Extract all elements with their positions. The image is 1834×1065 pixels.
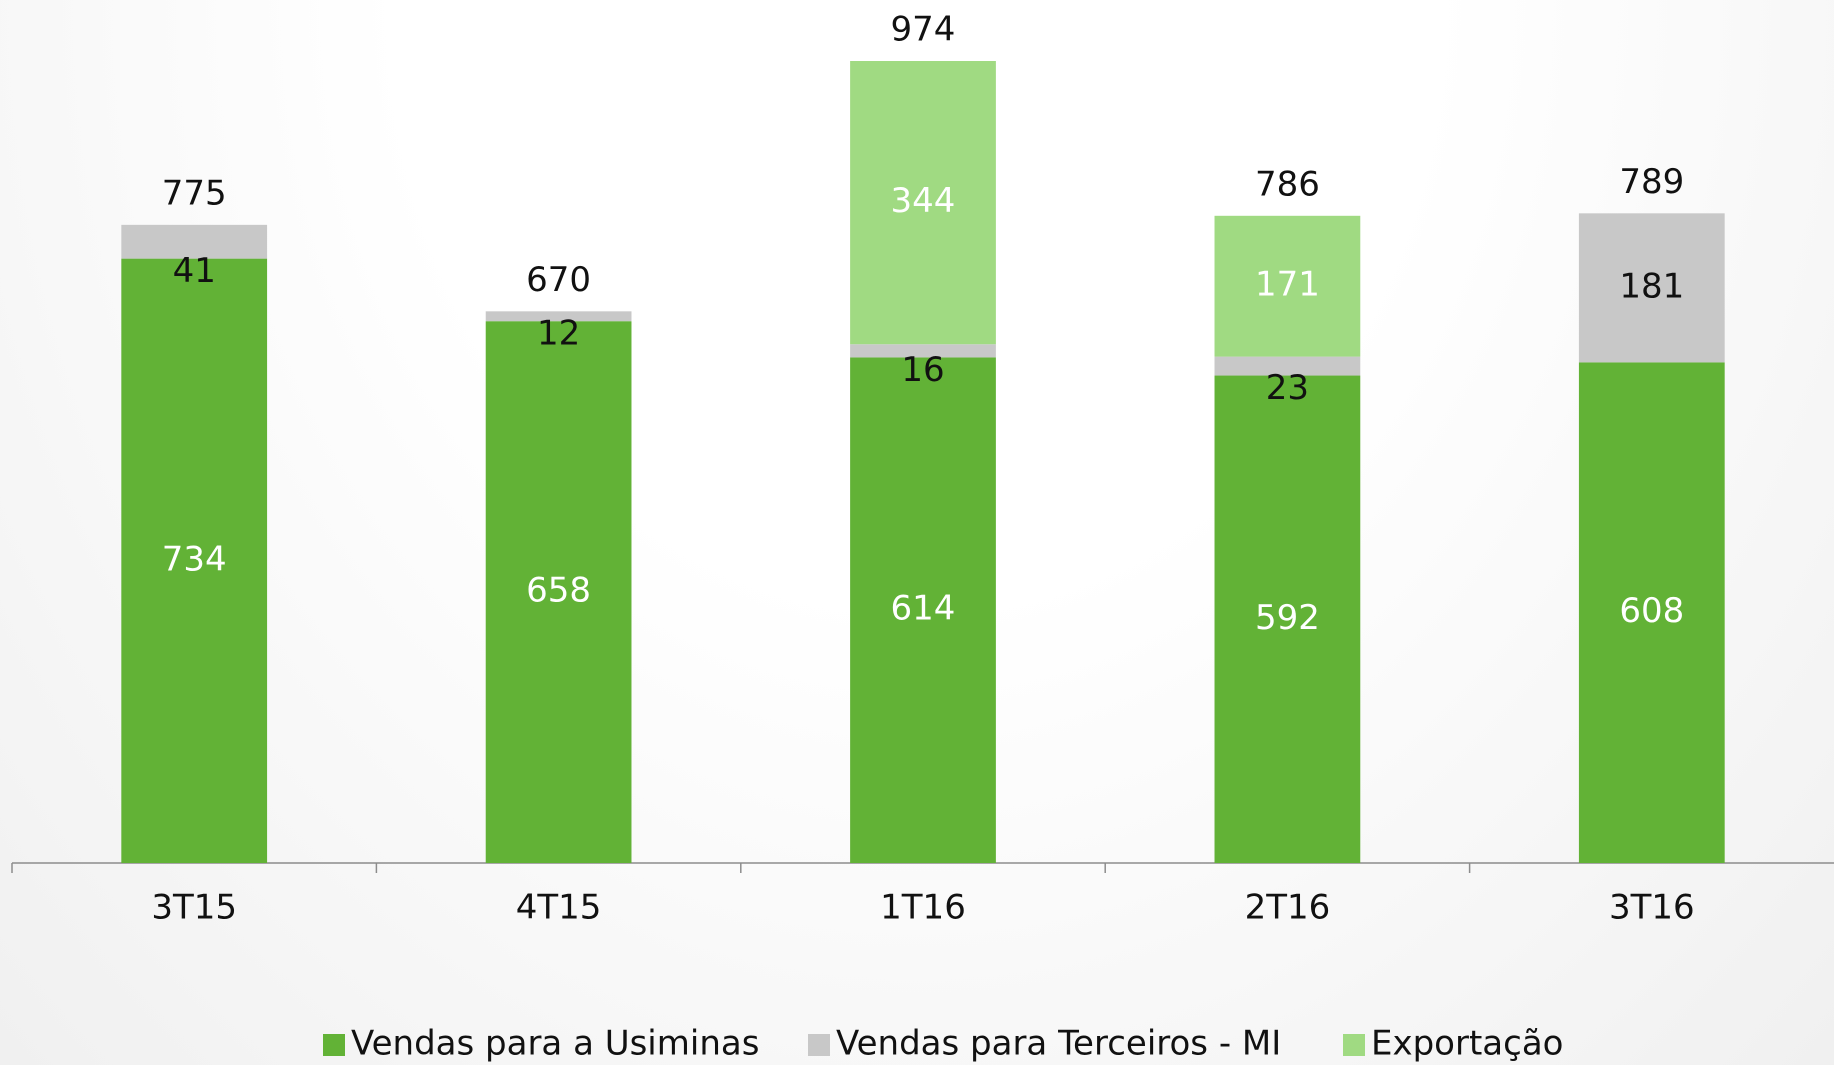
legend-swatch <box>323 1034 345 1056</box>
bar-segment <box>485 321 632 863</box>
legend-label: Exportação <box>1371 1024 1563 1064</box>
total-label: 670 <box>526 260 591 300</box>
bar-segment <box>121 224 268 259</box>
data-label: 12 <box>537 314 580 354</box>
total-label: 786 <box>1255 164 1320 204</box>
bar-segment <box>850 357 996 863</box>
bar-segment <box>1214 215 1361 357</box>
total-label: 974 <box>891 10 956 50</box>
data-label: 592 <box>1255 598 1320 638</box>
bar-segment <box>485 311 632 322</box>
data-label: 734 <box>162 539 227 579</box>
data-label: 16 <box>901 350 944 390</box>
x-tick-label: 3T15 <box>151 888 237 928</box>
x-tick-label: 2T16 <box>1245 888 1331 928</box>
data-label: 171 <box>1255 265 1320 305</box>
legend-swatch <box>1343 1034 1365 1056</box>
data-label: 614 <box>891 589 956 629</box>
data-label: 344 <box>891 181 956 221</box>
bar-segment <box>1214 375 1361 863</box>
bar-segment <box>1578 213 1725 363</box>
bar-segment <box>850 344 996 358</box>
data-label: 181 <box>1619 266 1684 306</box>
x-tick-label: 1T16 <box>880 888 966 928</box>
total-label: 789 <box>1619 162 1684 202</box>
data-label: 658 <box>526 571 591 611</box>
data-label: 23 <box>1266 368 1309 408</box>
bar-segment <box>121 258 268 864</box>
bar-segment <box>1578 362 1725 863</box>
bar-segment <box>850 61 996 345</box>
x-tick-label: 3T16 <box>1609 888 1695 928</box>
legend-label: Vendas para a Usiminas <box>351 1024 759 1064</box>
total-label: 775 <box>162 173 227 213</box>
legend-swatch <box>808 1034 830 1056</box>
legend-label: Vendas para Terceiros - MI <box>836 1024 1281 1064</box>
data-label: 608 <box>1619 591 1684 631</box>
bar-segment <box>1214 356 1361 376</box>
data-label: 41 <box>173 251 216 291</box>
x-tick-label: 4T15 <box>516 888 602 928</box>
